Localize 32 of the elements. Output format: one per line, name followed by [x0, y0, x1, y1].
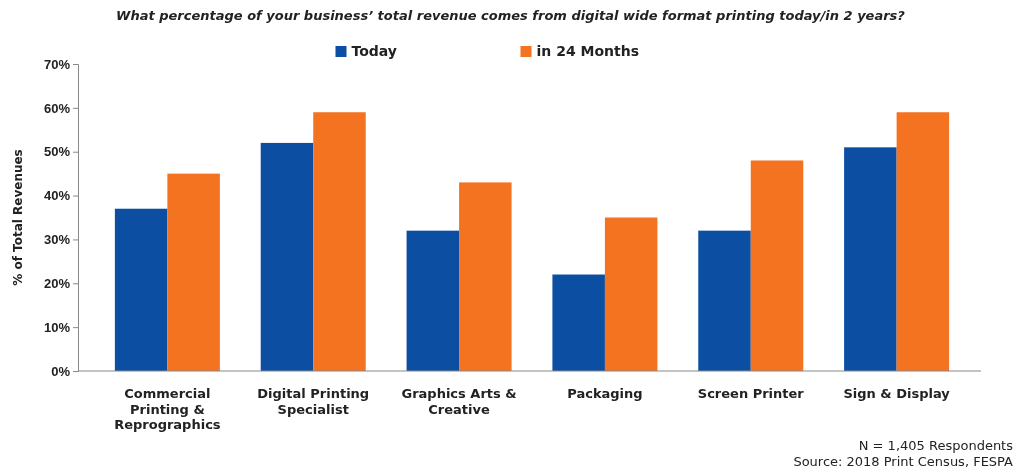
y-tick-label: 20% [43, 275, 71, 291]
x-tick-label: Screen Printer [697, 386, 805, 401]
bar [459, 182, 512, 371]
bar [552, 274, 605, 371]
y-tick-label: 40% [43, 188, 71, 204]
bar [260, 142, 314, 371]
x-tick-label: Sign & Display [843, 386, 951, 401]
bar [750, 160, 804, 371]
x-tick-label: Digital Printing Specialist [257, 386, 370, 417]
bar [167, 173, 220, 371]
bar [313, 112, 366, 371]
legend-label: Today [351, 43, 397, 59]
bar [114, 208, 168, 371]
bar [406, 230, 460, 371]
x-tick-label: Graphics Arts & Creative [401, 386, 517, 417]
text: N = 1,405 Respondents [858, 438, 1014, 453]
y-tick-label: 0% [51, 363, 71, 379]
source-note: Source: 2018 Print Census, FESPA [793, 454, 1014, 469]
bar [844, 147, 897, 371]
bar [604, 217, 658, 371]
legend-label: in 24 Months [536, 43, 640, 59]
y-tick-label: 50% [43, 144, 71, 160]
x-tick-label: Commercial Printing & Reprographics [114, 386, 221, 433]
x-tick-label: Packaging [567, 386, 643, 401]
chart-title: What percentage of your business’ total revenue comes from digital wide format printing today/in 2 years? [116, 8, 906, 23]
bar [896, 112, 950, 371]
y-tick-label: 30% [43, 232, 71, 248]
y-tick-label: 10% [43, 319, 71, 335]
y-tick-label: 60% [43, 100, 71, 116]
y-tick-label: 70% [43, 56, 71, 72]
bar [698, 230, 751, 371]
y-axis-title: % of Total Revenues [11, 149, 25, 286]
